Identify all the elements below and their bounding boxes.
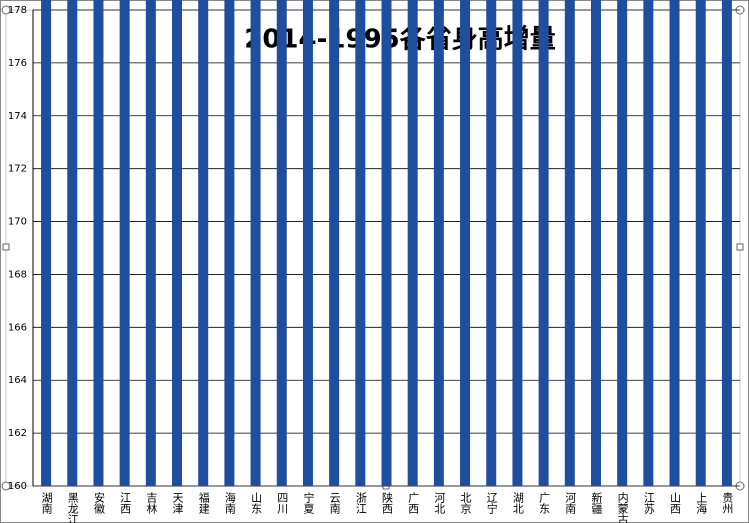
bar-segment: [486, 0, 497, 487]
x-tick-label: 河南: [564, 492, 577, 514]
y-tick-label: 160: [8, 481, 27, 492]
bar-segment: [67, 0, 78, 486]
x-tick-label: 广西: [407, 492, 420, 514]
bar-segment: [433, 0, 444, 487]
y-tick-label: 176: [8, 58, 27, 69]
x-tick-label: 四川: [276, 492, 289, 514]
x-tick-label: 上海: [695, 492, 708, 515]
chart-title: 2014-1995各省身高增量: [244, 24, 556, 55]
bar-segment: [224, 0, 235, 486]
bar-segment: [198, 0, 209, 486]
bar-segment: [250, 0, 261, 486]
handle: [1, 5, 11, 15]
x-tick-label: 湖南: [40, 492, 53, 514]
x-tick-label: 内蒙古: [616, 491, 629, 523]
x-tick-label: 新疆: [590, 491, 603, 514]
x-tick-label: 广东: [538, 492, 551, 514]
bar-segment: [590, 0, 601, 487]
bar-segment: [721, 0, 732, 486]
x-tick-label: 吉林: [145, 492, 158, 514]
y-tick-label: 172: [8, 164, 27, 175]
x-tick-label: 福建: [197, 491, 210, 515]
bar-segment: [93, 0, 104, 486]
bar-segment: [145, 0, 156, 486]
bar-segment: [669, 0, 680, 487]
handle: [1, 481, 11, 491]
x-tick-label: 天津: [171, 492, 184, 514]
y-tick-label: 164: [8, 375, 27, 386]
x-tick-label: 山东: [250, 492, 263, 514]
x-tick-label: 安徽: [92, 491, 105, 515]
x-tick-label: 陕西: [381, 491, 394, 514]
y-tick-label: 168: [8, 269, 27, 280]
x-tick-label: 湖北: [511, 492, 524, 514]
bar-segment: [329, 0, 340, 486]
bar-segment: [695, 0, 706, 486]
bar-segment: [355, 0, 366, 486]
y-tick-label: 178: [8, 5, 27, 16]
x-tick-label: 黑龙江: [66, 492, 79, 523]
x-tick-label: 河北: [433, 492, 446, 514]
y-tick-label: 162: [8, 428, 27, 439]
bar-segment: [172, 0, 183, 486]
x-tick-label: 江苏: [642, 492, 655, 515]
x-tick-label: 云南: [328, 492, 341, 514]
y-tick-label: 174: [8, 111, 27, 122]
bar-segment: [381, 0, 392, 486]
bar-segment: [512, 0, 523, 486]
y-tick-label: 166: [8, 322, 27, 333]
x-tick-label: 山西: [669, 492, 682, 514]
x-tick-label: 辽宁: [485, 492, 498, 514]
bar-segment: [617, 0, 628, 487]
x-tick-label: 北京: [459, 492, 472, 515]
bar-segment: [643, 0, 654, 486]
x-tick-label: 浙江: [354, 492, 367, 514]
x-tick-label: 江西: [119, 492, 132, 514]
bar-segment: [564, 0, 575, 486]
handle: [2, 243, 10, 251]
bar-segment: [119, 0, 130, 487]
bar-segment: [41, 0, 52, 486]
x-tick-label: 宁夏: [302, 491, 315, 514]
bar-segment: [538, 0, 549, 486]
bar-segment: [302, 0, 313, 486]
x-tick-label: 贵州: [721, 492, 734, 514]
bar-segment: [407, 0, 418, 486]
bar-segment: [460, 0, 471, 486]
y-tick-label: 170: [8, 217, 27, 228]
x-tick-label: 海南: [223, 491, 236, 514]
bar-segment: [276, 0, 287, 486]
handle: [736, 243, 744, 251]
